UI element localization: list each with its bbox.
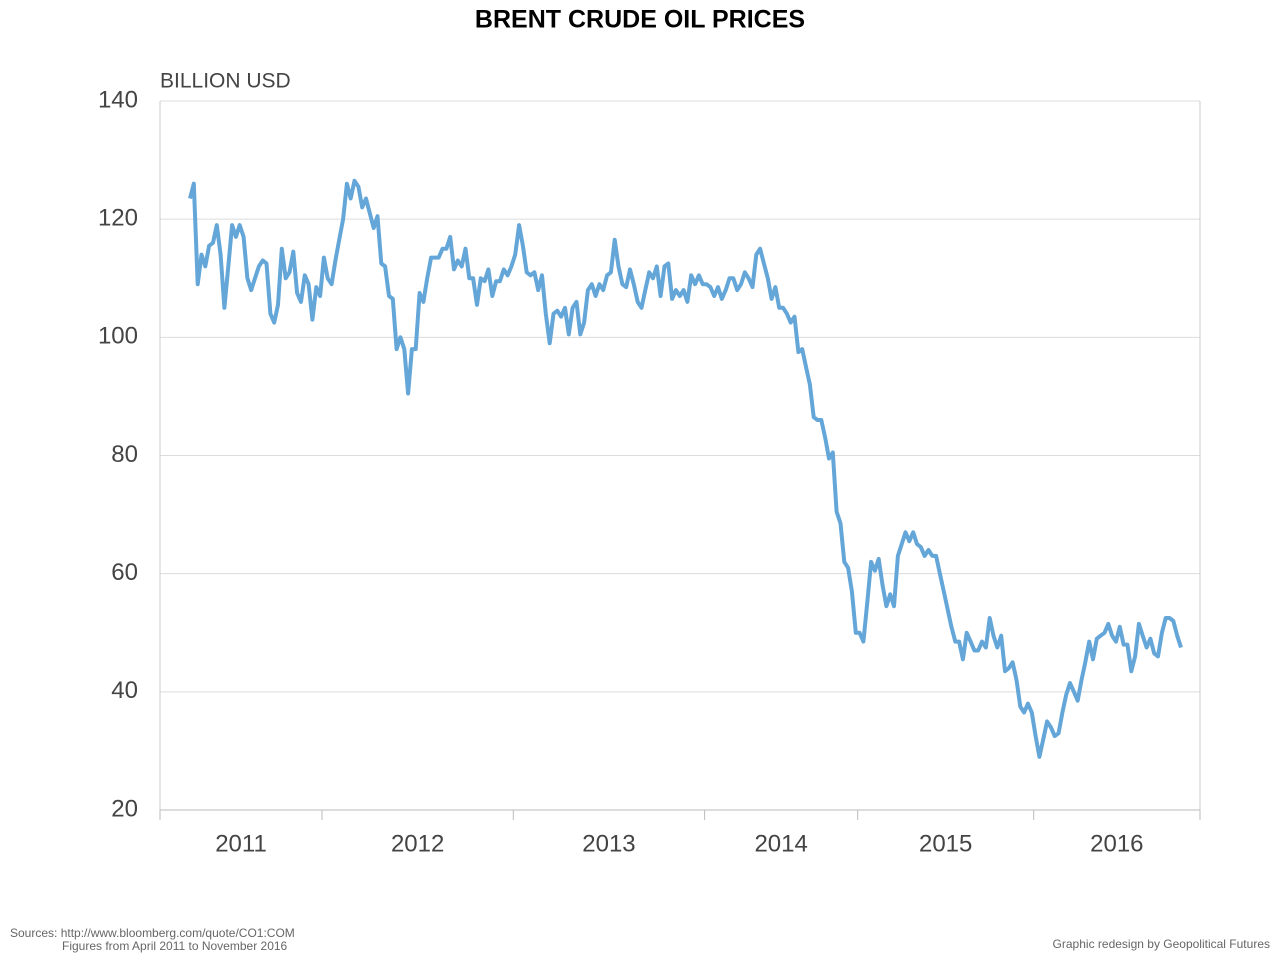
y-tick-label: 80 xyxy=(111,441,138,468)
y-tick-label: 20 xyxy=(111,795,138,822)
y-tick-label: 40 xyxy=(111,677,138,704)
x-tick-label: 2016 xyxy=(1090,830,1143,857)
source: Sources: http://www.bloomberg.com/quote/… xyxy=(10,926,295,940)
x-tick-label: 2014 xyxy=(754,830,807,857)
y-tick-label: 120 xyxy=(98,205,138,232)
price-line xyxy=(188,178,1183,759)
x-tick-label: 2013 xyxy=(582,830,635,857)
x-tick-label: 2015 xyxy=(919,830,972,857)
y-tick-label: 140 xyxy=(98,86,138,113)
y-tick-label: 100 xyxy=(98,323,138,350)
chart-title: BRENT CRUDE OIL PRICES xyxy=(475,6,805,34)
note: Figures from April 2011 to November 2016 xyxy=(62,939,288,953)
credit: Graphic redesign by Geopolitical Futures xyxy=(1053,937,1270,951)
x-tick-label: 2011 xyxy=(215,830,267,857)
y-tick-label: 60 xyxy=(111,559,138,586)
x-tick-label: 2012 xyxy=(391,830,444,857)
y-axis-label: BILLION USD xyxy=(160,70,291,93)
